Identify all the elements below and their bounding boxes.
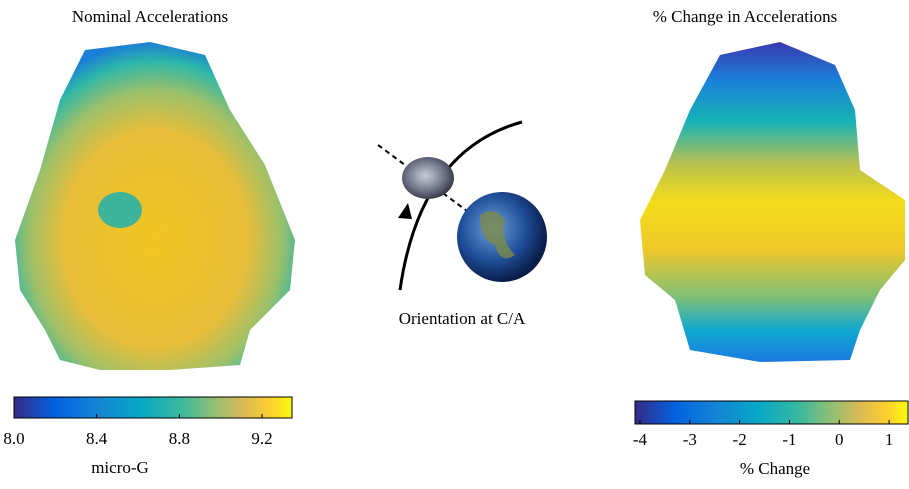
orientation-diagram: Orientation at C/A [378,122,547,328]
colorbar-label: micro-G [91,458,149,477]
tick-label: -2 [733,430,747,449]
tick-label: -1 [782,430,796,449]
caption: Orientation at C/A [399,309,526,328]
hotspot [98,192,142,228]
tick-label: 9.2 [251,429,272,448]
asteroid-nominal [15,42,295,370]
colorbar-label: % Change [740,459,810,478]
right-title: % Change in Accelerations [653,7,838,26]
tick-label: 0 [835,430,844,449]
tick-label: 1 [885,430,894,449]
colorbar [14,397,292,418]
tick-label: -4 [633,430,648,449]
asteroid-icon [402,157,454,199]
colorbar [635,401,908,424]
tick-label: 8.8 [169,429,190,448]
tick-label: -3 [683,430,697,449]
figure: Nominal Accelerations % Change in Accele… [0,0,909,484]
tick-label: 8.4 [86,429,108,448]
arrow-head [398,203,412,219]
tick-label: 8.0 [3,429,24,448]
asteroid-change [640,42,905,362]
left-title: Nominal Accelerations [72,7,228,26]
